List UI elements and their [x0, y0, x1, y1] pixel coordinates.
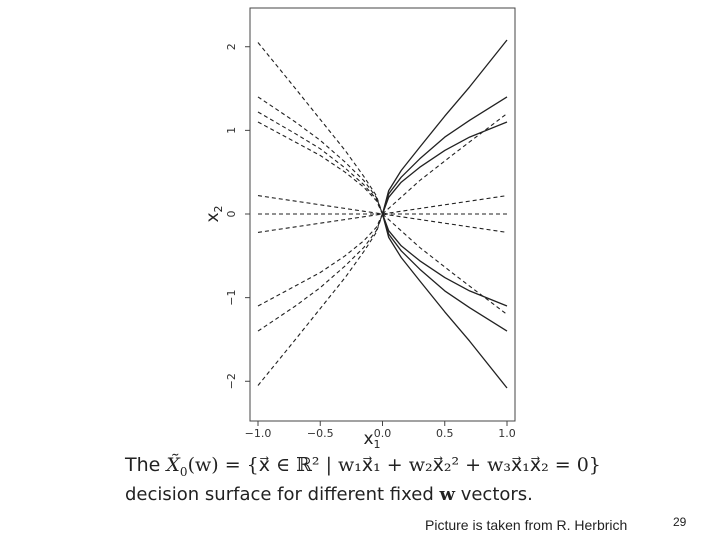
- y-tick-label: −1: [225, 290, 238, 306]
- x-tick-label: 0.5: [436, 427, 454, 440]
- solid-curve-3: [381, 121, 508, 215]
- solid-curve-6: [381, 213, 508, 307]
- y-axis-label: x2: [203, 205, 225, 222]
- caption-prefix: The: [125, 454, 167, 476]
- x-axis-label: x1: [363, 429, 380, 448]
- x-tick-label: −0.5: [307, 427, 334, 440]
- x-axis: −1.0 −0.5 0.0 0.5 1.0: [245, 421, 516, 440]
- x-tick-label: 1.0: [498, 427, 516, 440]
- caption-line-1: The X̃0(w) = {x⃗ ∈ ℝ² | w₁x⃗₁ + w₂x⃗₂² +…: [125, 454, 601, 479]
- y-tick-label: 1: [225, 127, 238, 134]
- caption-text: decision surface for different fixed: [125, 484, 440, 505]
- dashed-curve-1: [257, 42, 384, 215]
- chart: −1.0 −0.5 0.0 0.5 1.0 −2 −1 0 1 2 x1 x2: [203, 7, 516, 448]
- caption-text-end: vectors.: [454, 484, 533, 505]
- caption-formula: (w) = {x⃗ ∈ ℝ² | w₁x⃗₁ + w₂x⃗₂² + w₃x⃗₁x…: [187, 454, 601, 476]
- caption-set-symbol: X̃: [166, 454, 180, 476]
- solid-curve-2: [381, 96, 508, 215]
- dashed-curve-2: [257, 96, 384, 215]
- y-axis: −2 −1 0 1 2: [225, 43, 250, 389]
- slide-number: 29: [673, 515, 687, 529]
- caption-set-subscript: 0: [179, 464, 188, 479]
- dashed-curve-11: [382, 113, 508, 215]
- solid-curve-1: [381, 39, 508, 215]
- y-tick-label: 0: [225, 211, 238, 218]
- solid-curve-5: [381, 213, 508, 332]
- caption-line-2: decision surface for different fixed w v…: [125, 484, 533, 505]
- x-tick-label: −1.0: [245, 427, 272, 440]
- dashed-curve-7: [257, 213, 383, 307]
- dashed-curve-3: [257, 111, 384, 215]
- series-layer: [257, 39, 508, 389]
- x-tick-label: 0.0: [374, 427, 392, 440]
- solid-curve-4: [381, 213, 508, 389]
- y-tick-label: 2: [225, 43, 238, 50]
- dashed-curve-4: [257, 121, 383, 215]
- dashed-curve-12: [382, 213, 508, 315]
- dashed-curve-6: [257, 213, 384, 332]
- dashed-curve-5: [257, 213, 384, 386]
- image-credit: Picture is taken from R. Herbrich: [425, 517, 628, 533]
- y-tick-label: −2: [225, 373, 238, 389]
- caption-w-symbol: w: [439, 484, 455, 505]
